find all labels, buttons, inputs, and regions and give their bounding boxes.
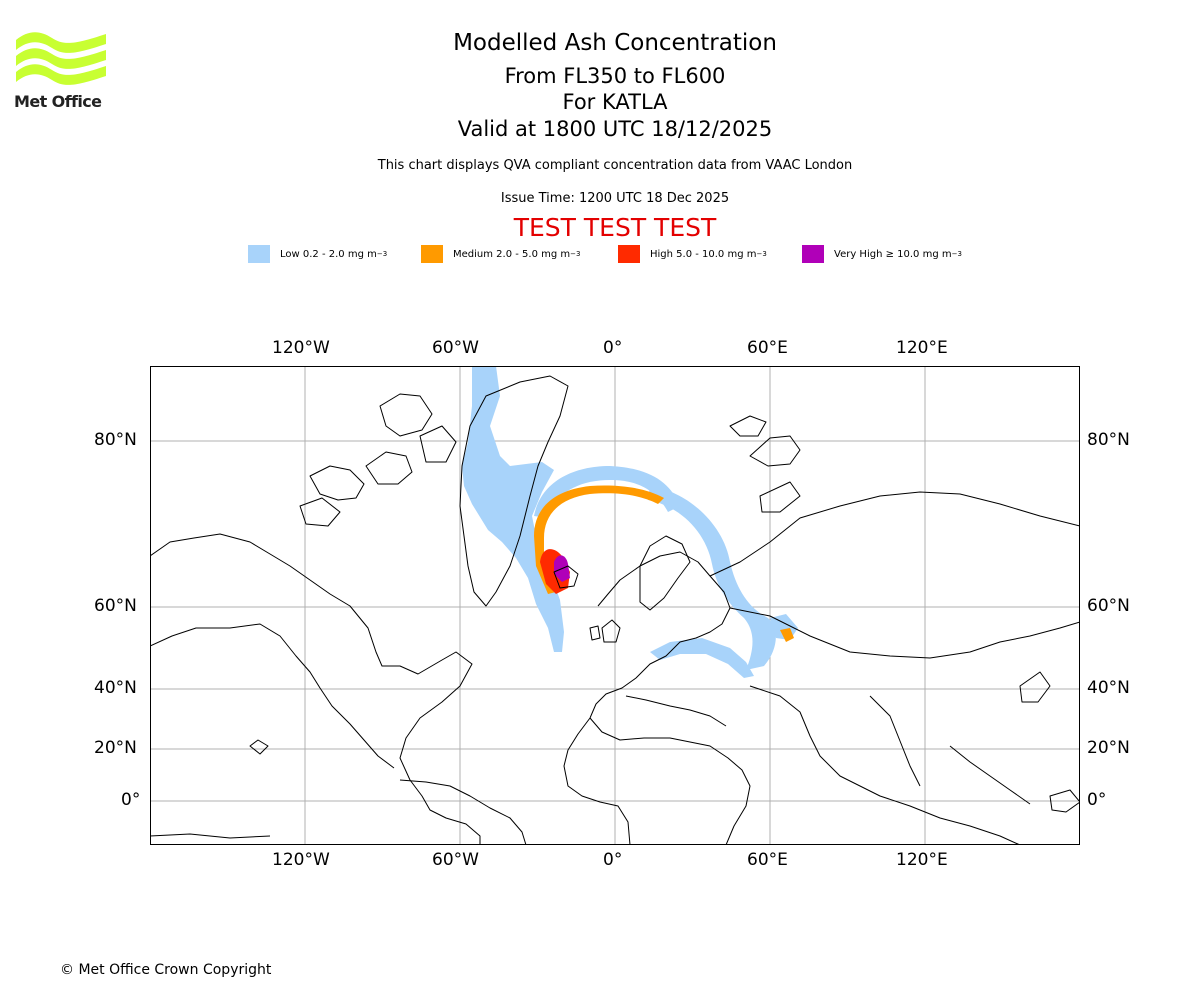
- lat-label-right-0: 0°: [1087, 790, 1107, 810]
- chart-description: This chart displays QVA compliant concen…: [377, 158, 853, 173]
- map-frame: [150, 366, 1080, 845]
- legend-item-low: Low 0.2 - 2.0 mg m −3: [248, 244, 387, 264]
- lon-label-bottom-60e: 60°E: [747, 850, 788, 870]
- lat-label-right-20n: 20°N: [1087, 738, 1130, 758]
- legend-exponent: −3: [951, 250, 962, 258]
- logo-wordmark: Met Office: [14, 92, 102, 111]
- lat-label-left-40n: 40°N: [94, 678, 137, 698]
- lon-label-top-120e: 120°E: [896, 338, 948, 358]
- lon-label-top-120w: 120°W: [272, 338, 330, 358]
- lat-label-left-80n: 80°N: [94, 430, 137, 450]
- map-gridlines: [150, 366, 1080, 845]
- legend-swatch-very-high: [802, 245, 824, 263]
- copyright-notice: © Met Office Crown Copyright: [60, 962, 272, 978]
- lat-label-left-60n: 60°N: [94, 596, 137, 616]
- coastlines: [150, 375, 1080, 845]
- volcano-name: For KATLA: [562, 90, 668, 114]
- legend-label-high: High 5.0 - 10.0 mg m: [650, 248, 757, 260]
- ash-concentration-map[interactable]: [150, 366, 1080, 845]
- legend-item-medium: Medium 2.0 - 5.0 mg m −3: [421, 244, 580, 264]
- legend-exponent: −3: [756, 250, 767, 258]
- legend-label-medium: Medium 2.0 - 5.0 mg m: [453, 248, 571, 260]
- met-office-waves-icon: [16, 32, 106, 85]
- lon-label-bottom-120w: 120°W: [272, 850, 330, 870]
- met-office-logo: Met Office: [14, 30, 108, 112]
- legend-swatch-high: [618, 245, 640, 263]
- lon-label-bottom-120e: 120°E: [896, 850, 948, 870]
- lat-label-right-40n: 40°N: [1087, 678, 1130, 698]
- valid-time: Valid at 1800 UTC 18/12/2025: [457, 117, 773, 141]
- lon-label-top-0: 0°: [603, 338, 623, 358]
- lon-label-bottom-60w: 60°W: [432, 850, 479, 870]
- test-banner: TEST TEST TEST: [513, 213, 717, 242]
- lat-label-left-20n: 20°N: [94, 738, 137, 758]
- lat-label-left-0: 0°: [121, 790, 141, 810]
- legend-swatch-low: [248, 245, 270, 263]
- legend-item-very-high: Very High ≥ 10.0 mg m −3: [802, 244, 962, 264]
- flight-level-range: From FL350 to FL600: [504, 64, 726, 88]
- legend-label-low: Low 0.2 - 2.0 mg m: [280, 248, 377, 260]
- chart-title: Modelled Ash Concentration: [453, 30, 777, 56]
- issue-time: Issue Time: 1200 UTC 18 Dec 2025: [500, 191, 730, 206]
- legend-exponent: −3: [570, 250, 581, 258]
- lon-label-bottom-0: 0°: [603, 850, 623, 870]
- legend-swatch-medium: [421, 245, 443, 263]
- lon-label-top-60w: 60°W: [432, 338, 479, 358]
- legend-item-high: High 5.0 - 10.0 mg m −3: [618, 244, 767, 264]
- lat-label-right-80n: 80°N: [1087, 430, 1130, 450]
- lon-label-top-60e: 60°E: [747, 338, 788, 358]
- lat-label-right-60n: 60°N: [1087, 596, 1130, 616]
- legend-label-very-high: Very High ≥ 10.0 mg m: [834, 248, 952, 260]
- legend-exponent: −3: [376, 250, 388, 258]
